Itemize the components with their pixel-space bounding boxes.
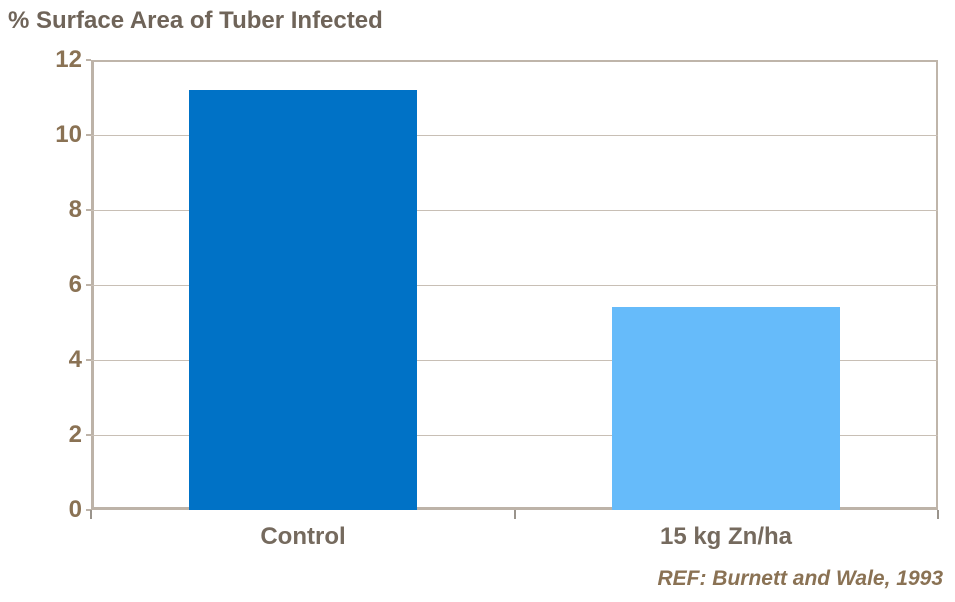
y-axis-tick-mark [86,284,91,286]
y-axis-tick-mark [86,434,91,436]
gridline-y-6 [91,284,938,286]
chart-title: % Surface Area of Tuber Infected [8,7,383,34]
gridline-y-10 [91,134,938,136]
y-axis-tick-label: 10 [55,121,82,148]
x-axis-tick-mark [937,510,939,519]
y-axis-tick-mark [86,59,91,61]
y-axis-tick-label: 6 [68,271,82,298]
x-axis-category-label: Control [260,523,346,550]
y-axis-tick-mark [86,209,91,211]
y-axis-tick-label: 8 [68,196,82,223]
y-axis-tick-label: 4 [68,346,82,373]
gridline-y-8 [91,209,938,211]
y-axis-tick-mark [86,359,91,361]
y-axis-tick-label: 2 [68,421,82,448]
x-axis-category-label: 15 kg Zn/ha [659,523,793,550]
x-axis-tick-mark [90,510,92,519]
bar-15-kg-zn-ha [612,307,840,510]
y-axis-tick-label: 12 [55,46,82,73]
bar-control [189,90,417,510]
y-axis-tick-mark [86,509,91,511]
x-axis-tick-mark [514,510,516,519]
gridline-y-2 [91,434,938,436]
gridline-y-4 [91,359,938,361]
reference-citation: REF: Burnett and Wale, 1993 [657,567,943,590]
y-axis-tick-mark [86,134,91,136]
y-axis-tick-label: 0 [68,496,82,523]
